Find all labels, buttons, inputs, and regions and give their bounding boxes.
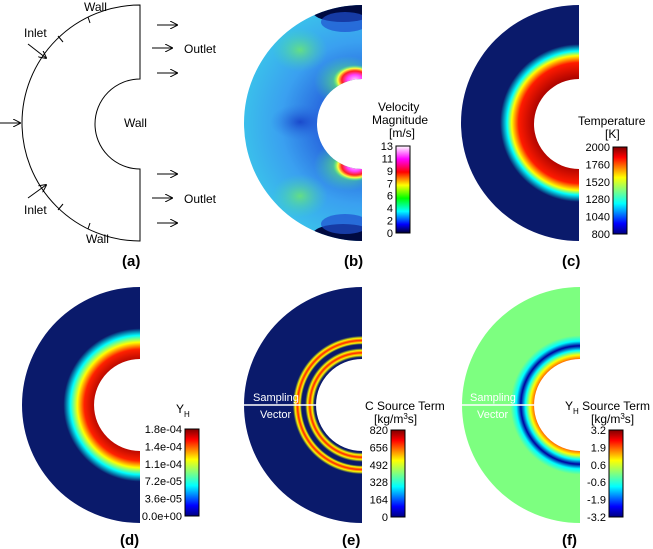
colorbar-tick-label: 1280 bbox=[586, 194, 610, 206]
inlet-arrow-top bbox=[27, 43, 46, 58]
panel-e-c-source-field: Sampling Vector bbox=[244, 287, 362, 523]
colorbar-tick-label: 7 bbox=[387, 178, 393, 190]
colorbar-e-title-2: [kg/m3s] bbox=[374, 412, 417, 426]
colorbar-b-title-1: Velocity bbox=[378, 100, 419, 114]
colorbar-b-title-2: Magnitude bbox=[372, 113, 428, 127]
inlet-arrow-bottom bbox=[27, 185, 46, 199]
colorbar-tick-label: 328 bbox=[370, 477, 388, 489]
caption-e: (e) bbox=[342, 532, 360, 549]
colorbar-tick-label: 656 bbox=[370, 442, 388, 454]
colorbar-tick-label: 1.4e-04 bbox=[145, 441, 182, 453]
colorbar-c-title-2: [K] bbox=[605, 127, 620, 141]
colorbar-tick-label: 3.2 bbox=[591, 425, 606, 437]
colorbar-tick-label: 2 bbox=[387, 216, 393, 228]
colorbar-tick-label: 492 bbox=[370, 460, 388, 472]
caption-f: (f) bbox=[562, 532, 577, 549]
colorbar-tick-label: 1040 bbox=[586, 212, 610, 224]
caption-c: (c) bbox=[562, 253, 580, 270]
caption-d: (d) bbox=[120, 532, 139, 549]
colorbar-tick-label: 1.9 bbox=[591, 442, 606, 454]
sampling-label-2: Vector bbox=[477, 409, 509, 421]
sampling-label-1: Sampling bbox=[470, 392, 516, 404]
caption-a: (a) bbox=[122, 253, 140, 270]
colorbar-tick-label: -0.6 bbox=[587, 477, 606, 489]
panel-d-yh-field bbox=[22, 287, 140, 523]
wall-top-label: Wall bbox=[84, 0, 107, 14]
sampling-label-2: Vector bbox=[260, 409, 292, 421]
colorbar-tick-label: 3.6e-05 bbox=[145, 494, 182, 506]
outlet-top-label: Outlet bbox=[184, 42, 217, 56]
colorbar-tick-label: 1.1e-04 bbox=[145, 459, 182, 471]
domain-outline bbox=[21, 4, 141, 242]
colorbar-tick-label: 2000 bbox=[586, 142, 610, 154]
colorbar-c-title-1: Temperature bbox=[578, 114, 646, 128]
colorbar-tick-label: -1.9 bbox=[587, 495, 606, 507]
colorbar-tick-label: 800 bbox=[592, 229, 610, 241]
colorbar-d: YH 1.8e-04 1.4e-04 1.1e-04 7.2e-05 3.6e-05 0.… bbox=[142, 402, 200, 523]
colorbar-d-title: YH bbox=[176, 402, 190, 419]
colorbar-tick-label: 13 bbox=[381, 141, 393, 153]
colorbar-tick-label: 11 bbox=[382, 153, 393, 165]
colorbar-tick-label: 164 bbox=[370, 495, 388, 507]
colorbar-tick-label: 1.8e-04 bbox=[145, 424, 182, 436]
colorbar-tick-label: 1520 bbox=[586, 177, 610, 189]
wall-inner-label: Wall bbox=[124, 116, 147, 130]
colorbar-f: YH Source Term [kg/m3s] 3.2 1.9 0.6 -0.6 -1.… bbox=[565, 399, 650, 524]
colorbar-tick-label: 4 bbox=[387, 203, 393, 215]
colorbar-tick-label: 0.0e+00 bbox=[142, 511, 182, 523]
caption-b: (b) bbox=[344, 253, 363, 270]
colorbar-tick-label: 820 bbox=[370, 425, 388, 437]
panel-f-yh-source-field: Sampling Vector bbox=[460, 287, 580, 523]
colorbar-tick-label: 9 bbox=[387, 166, 393, 178]
wall-bottom-label: Wall bbox=[86, 232, 109, 246]
colorbar-f-title-1: YH Source Term bbox=[565, 399, 650, 416]
panel-a-schematic: Wall Inlet Outlet Wall Outlet Inlet Wall bbox=[0, 0, 217, 246]
colorbar-e: C Source Term [kg/m3s] 820 656 492 328 164 0 bbox=[365, 399, 445, 524]
colorbar-c: Temperature [K] 2000 1760 1520 1280 1040 800 bbox=[578, 114, 646, 241]
outlet-bottom-label: Outlet bbox=[184, 192, 217, 206]
colorbar-tick-label: -3.2 bbox=[587, 512, 606, 524]
colorbar-b-title-3: [m/s] bbox=[389, 126, 415, 140]
colorbar-e-title-1: C Source Term bbox=[365, 399, 445, 413]
colorbar-tick-label: 0 bbox=[382, 512, 388, 524]
inlet-bottom-label: Inlet bbox=[24, 203, 47, 217]
inlet-top-label: Inlet bbox=[24, 26, 47, 40]
sampling-label-1: Sampling bbox=[253, 392, 299, 404]
colorbar-f-title-2: [kg/m3s] bbox=[591, 412, 634, 426]
colorbar-tick-label: 0 bbox=[387, 228, 393, 240]
colorbar-tick-label: 1760 bbox=[586, 159, 610, 171]
colorbar-tick-label: 0.6 bbox=[591, 460, 606, 472]
colorbar-tick-label: 7.2e-05 bbox=[145, 476, 182, 488]
panel-b-velocity-field bbox=[244, 5, 362, 241]
colorbar-tick-label: 6 bbox=[387, 191, 393, 203]
panel-c-temperature-field bbox=[461, 5, 579, 241]
